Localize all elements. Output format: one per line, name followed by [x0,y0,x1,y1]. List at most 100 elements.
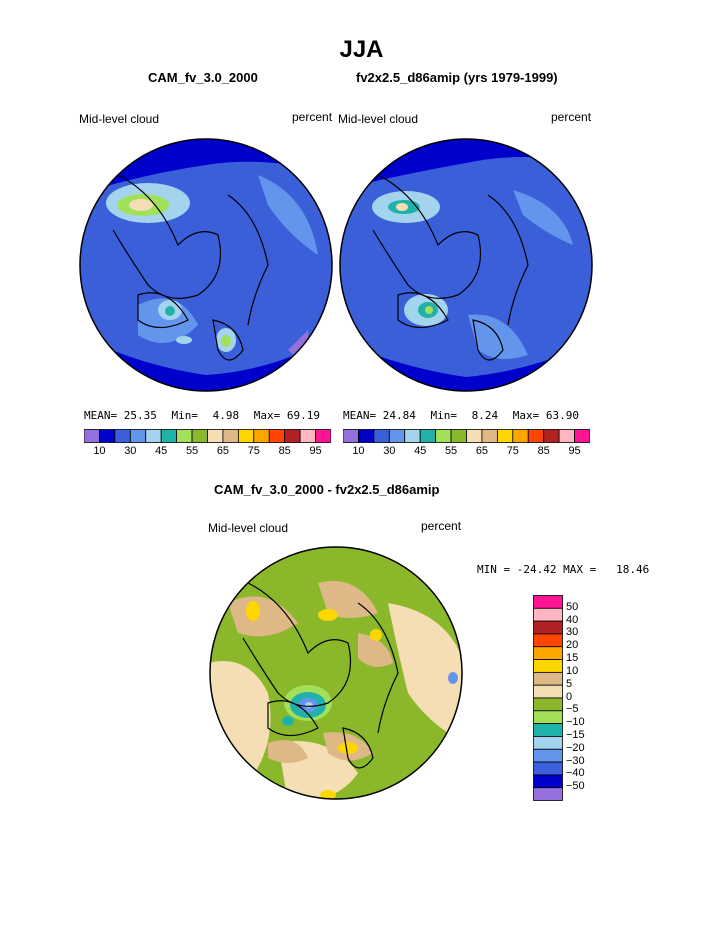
colorbar-swatch [533,697,563,712]
colorbar-tick-label: 95 [568,445,581,457]
colorbar-swatch [512,429,529,443]
min-label: Min= [430,409,458,422]
colorbar-swatch [533,736,563,750]
colorbar-tick-label: 40 [566,613,579,626]
colorbar-swatch [373,429,390,443]
colorbar-tick-label: 10 [352,445,365,457]
colorbar-swatch [533,684,563,699]
difference-variable-label: Mid-level cloud [208,521,289,535]
panel-2-stats: MEAN= 24.84 Min= 8.24 Max= 63.90 [343,409,579,422]
colorbar-swatch [253,429,270,443]
colorbar-swatch [419,429,437,443]
colorbar-swatch [343,429,359,443]
colorbar-tick-label: 10 [566,664,579,677]
colorbar-swatch [533,774,563,789]
colorbar-tick-label: 45 [155,445,168,457]
colorbar-swatch [145,429,162,443]
colorbar-panel-2 [343,429,590,443]
colorbar-swatch [191,429,208,443]
colorbar-swatch [527,429,545,443]
mean-label: MEAN= [343,409,377,422]
colorbar-swatch [496,429,514,443]
colorbar-swatch [404,429,421,443]
polar-map-2 [339,138,593,392]
panel-1-units-label: percent [292,110,333,124]
colorbar-tick-label: 85 [537,445,550,457]
colorbar-tick-label: 75 [247,445,260,457]
colorbar-panel-1 [84,429,331,443]
colorbar-tick-label: 30 [566,626,579,639]
colorbar-tick-label: 95 [309,445,322,457]
max-label: Max= [512,409,540,422]
mean-value: 25.35 [123,409,157,422]
page-title: JJA [339,36,384,63]
colorbar-swatch [533,646,563,660]
colorbar-swatch [533,761,563,776]
colorbar-swatch [543,429,560,443]
colorbar-tick-label: 0 [566,690,573,703]
colorbar-tick-label: 65 [216,445,230,457]
colorbar-swatch [268,429,286,443]
colorbar-swatch [129,429,147,443]
colorbar-swatch [222,429,239,443]
colorbar-swatch [160,429,178,443]
min-value: 8.24 [471,409,499,422]
colorbar-swatch [284,429,301,443]
colorbar-swatch [466,429,483,443]
polar-map-1 [79,138,333,392]
colorbar-tick-label: −20 [566,741,585,754]
colorbar-swatch [558,429,575,443]
panel-2-units-label: percent [551,110,592,124]
colorbar-tick-label: −40 [566,767,585,780]
mean-label: MEAN= [84,409,118,422]
colorbar-tick-label: 50 [566,600,579,613]
colorbar-difference [533,595,563,801]
min-value: 4.98 [212,409,240,422]
colorbar-swatch [176,429,193,443]
max-value: 63.90 [545,409,579,422]
colorbar-swatch [358,429,375,443]
colorbar-tick-label: 55 [185,445,199,457]
colorbar-swatch [533,748,563,763]
colorbar-tick-label: −10 [566,716,585,729]
panel-1-variable-label: Mid-level cloud [79,112,160,126]
colorbar-tick-label: 10 [93,445,106,457]
colorbar-swatch [450,429,467,443]
colorbar-tick-label: 15 [566,652,579,665]
min-label: Min= [171,409,199,422]
colorbar-tick-label: 45 [414,445,427,457]
colorbar-swatch [574,429,590,443]
panel-1-stats: MEAN= 25.35 Min= 4.98 Max= 69.19 [84,409,320,422]
colorbar-swatch [114,429,131,443]
colorbar-swatch [207,429,224,443]
panel-2-case-title: fv2x2.5_d86amip (yrs 1979-1999) [356,70,558,85]
colorbar-swatch [533,595,563,609]
colorbar-swatch [84,429,100,443]
colorbar-swatch [533,710,563,725]
colorbar-tick-label: 75 [506,445,519,457]
colorbar-swatch [99,429,116,443]
colorbar-swatch [435,429,452,443]
mean-value: 24.84 [382,409,416,422]
max-value: 69.19 [286,409,320,422]
polar-map-difference [209,546,463,800]
panel-1-case-title: CAM_fv_3.0_2000 [148,70,258,85]
colorbar-tick-label: 20 [566,639,579,652]
colorbar-tick-label: −5 [566,703,579,716]
colorbar-tick-label: 65 [475,445,489,457]
colorbar-tick-label: −15 [566,728,585,741]
difference-title: CAM_fv_3.0_2000 - fv2x2.5_d86amip [214,482,440,497]
colorbar-swatch [533,671,563,686]
max-label: Max= [253,409,281,422]
colorbar-swatch [481,429,498,443]
colorbar-swatch [533,620,563,635]
difference-min-max: MIN = -24.42 MAX = 18.46 [477,563,650,576]
colorbar-swatch [533,607,563,622]
colorbar-swatch [388,429,406,443]
colorbar-swatch [533,723,563,737]
difference-units-label: percent [421,519,462,533]
colorbar-tick-label: 85 [278,445,291,457]
colorbar-swatch [533,659,563,673]
colorbar-swatch [533,633,563,648]
colorbar-tick-label: −30 [566,754,585,767]
